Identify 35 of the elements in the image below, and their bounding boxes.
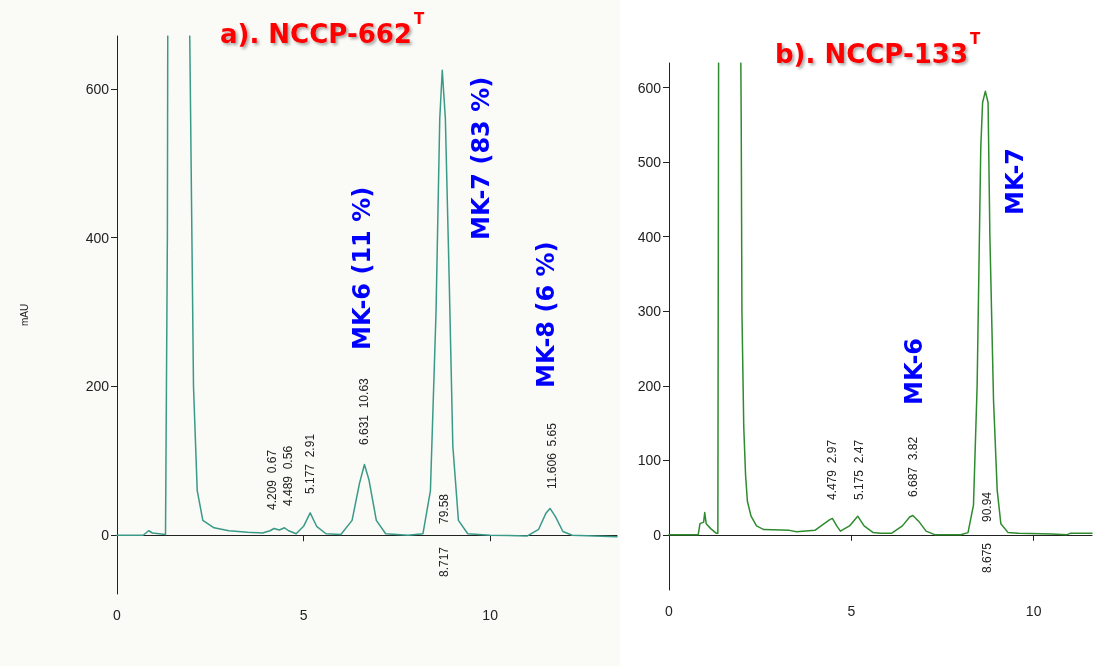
annotation: 4.489 0.56: [281, 445, 295, 506]
y-tick-label: 500: [637, 154, 662, 171]
annotation: MK-7 (83 %): [467, 76, 495, 240]
y-tick-label: 200: [85, 378, 110, 395]
y-tick-label: 300: [637, 303, 662, 320]
x-tick-label: 10: [482, 607, 499, 623]
y-axis-title: mAU: [18, 303, 30, 327]
y-tick-label: 100: [637, 452, 662, 469]
y-tick-label: 400: [85, 229, 110, 246]
annotation: 5.177 2.91: [303, 433, 317, 494]
x-tick-label: 5: [847, 603, 856, 619]
annotation: MK-6 (11 %): [348, 186, 376, 350]
annotation: 79.58: [437, 493, 451, 524]
y-tick-label: 200: [637, 377, 662, 394]
y-tick-label: 0: [653, 526, 662, 543]
y-tick-label: 600: [637, 79, 662, 96]
annotation: 6.631 10.63: [357, 377, 371, 445]
annotation: 4.479 2.97: [825, 439, 839, 500]
annotation: 4.209 0.67: [265, 449, 279, 510]
annotation: 11.606 5.65: [545, 422, 559, 489]
annotation: 5.175 2.47: [852, 439, 866, 500]
annotation: 8.675: [980, 542, 994, 573]
x-tick-label: 5: [299, 607, 308, 623]
annotation: MK-7: [1001, 147, 1029, 215]
annotation: MK-6: [900, 337, 928, 405]
x-tick-label: 10: [1025, 603, 1042, 619]
annotation: 6.687 3.82: [906, 436, 920, 497]
y-tick-label: 600: [85, 80, 110, 97]
annotation: MK-8 (6 %): [532, 241, 560, 388]
annotation: 8.717: [437, 546, 451, 577]
y-tick-label: 400: [637, 228, 662, 245]
x-tick-label: 0: [665, 603, 674, 619]
x-tick-label: 0: [113, 607, 122, 623]
y-tick-label: 0: [101, 527, 110, 544]
annotation: 90.94: [980, 491, 994, 522]
